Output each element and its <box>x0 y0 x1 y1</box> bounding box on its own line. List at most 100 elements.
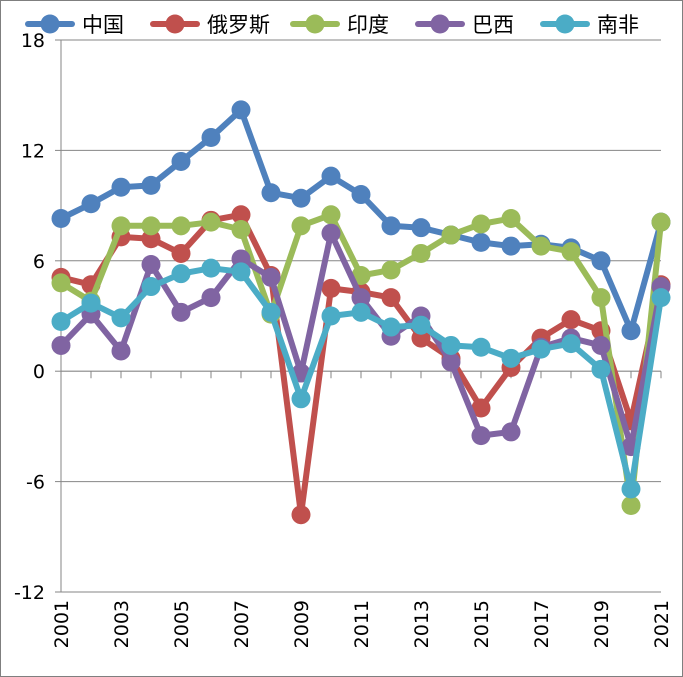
x-tick-label: 2007 <box>231 600 253 648</box>
x-tick-label: 2017 <box>531 600 553 648</box>
data-point <box>651 212 671 232</box>
series-3 <box>51 205 671 516</box>
data-point <box>171 151 191 171</box>
data-point <box>201 212 221 232</box>
data-point <box>171 216 191 236</box>
data-point <box>261 267 281 287</box>
data-point <box>111 216 131 236</box>
data-point <box>591 288 611 308</box>
legend-item-4: 巴西 <box>415 13 514 37</box>
data-point <box>621 321 641 341</box>
data-point <box>321 205 341 225</box>
data-point <box>531 339 551 359</box>
legend-marker <box>165 14 185 34</box>
data-point <box>531 236 551 256</box>
data-point <box>111 308 131 328</box>
legend-item-1: 中国 <box>25 13 124 37</box>
data-point <box>51 208 71 228</box>
series-5 <box>51 258 671 499</box>
data-point <box>411 243 431 263</box>
y-tick-label: 12 <box>21 140 45 162</box>
data-point <box>291 216 311 236</box>
data-point <box>471 214 491 234</box>
data-point <box>441 225 461 245</box>
data-point <box>321 278 341 298</box>
data-point <box>141 254 161 274</box>
data-point <box>321 306 341 326</box>
data-point <box>471 426 491 446</box>
data-point <box>561 242 581 262</box>
data-point <box>621 479 641 499</box>
legend-label: 俄罗斯 <box>207 13 270 37</box>
data-point <box>381 260 401 280</box>
data-point <box>501 208 521 228</box>
data-point <box>141 216 161 236</box>
legend-item-3: 印度 <box>290 13 389 37</box>
data-point <box>561 334 581 354</box>
data-point <box>51 335 71 355</box>
data-point <box>471 232 491 252</box>
data-point <box>171 302 191 322</box>
data-point <box>591 251 611 271</box>
legend-label: 印度 <box>347 13 389 37</box>
data-point <box>561 310 581 330</box>
y-tick-label: -6 <box>26 472 45 494</box>
data-point <box>171 243 191 263</box>
data-point <box>351 266 371 286</box>
y-tick-label: 6 <box>33 251 45 273</box>
data-point <box>291 188 311 208</box>
data-point <box>501 348 521 368</box>
y-tick-label: -12 <box>14 582 45 604</box>
x-tick-label: 2001 <box>51 600 73 648</box>
legend-item-2: 俄罗斯 <box>150 13 270 37</box>
data-point <box>231 220 251 240</box>
data-point <box>591 359 611 379</box>
data-point <box>51 273 71 293</box>
legend-marker <box>40 14 60 34</box>
data-point <box>501 236 521 256</box>
data-point <box>621 496 641 516</box>
data-point <box>651 288 671 308</box>
data-point <box>471 337 491 357</box>
data-point <box>261 302 281 322</box>
data-point <box>201 288 221 308</box>
data-point <box>171 264 191 284</box>
x-tick-label: 2015 <box>471 600 493 648</box>
x-tick-label: 2013 <box>411 600 433 648</box>
x-tick-label: 2005 <box>171 600 193 648</box>
data-point <box>351 185 371 205</box>
data-point <box>381 216 401 236</box>
data-point <box>231 100 251 120</box>
series-group <box>51 100 671 525</box>
legend-label: 南非 <box>597 13 639 37</box>
data-point <box>591 335 611 355</box>
data-point <box>231 262 251 282</box>
x-tick-label: 2019 <box>591 600 613 648</box>
data-point <box>201 128 221 148</box>
y-axis-ticks: -12 -6 0 6 12 18 <box>14 30 61 604</box>
legend-marker <box>305 14 325 34</box>
data-point <box>51 312 71 332</box>
legend-label: 中国 <box>82 13 124 37</box>
data-point <box>411 315 431 335</box>
data-point <box>201 258 221 278</box>
data-point <box>141 175 161 195</box>
data-point <box>471 398 491 418</box>
data-point <box>81 293 101 313</box>
legend-item-5: 南非 <box>540 13 639 37</box>
data-point <box>381 317 401 337</box>
data-point <box>411 218 431 238</box>
legend-marker <box>555 14 575 34</box>
data-point <box>441 335 461 355</box>
data-point <box>441 352 461 372</box>
data-point <box>231 205 251 225</box>
data-point <box>81 194 101 214</box>
data-point <box>351 288 371 308</box>
data-point <box>321 166 341 186</box>
x-tick-label: 2011 <box>351 600 373 648</box>
data-point <box>291 505 311 525</box>
data-point <box>111 341 131 361</box>
y-tick-label: 18 <box>21 30 45 52</box>
x-tick-label: 2003 <box>111 600 133 648</box>
